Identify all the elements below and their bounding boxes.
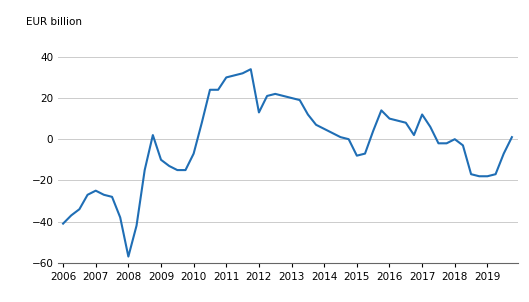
Text: EUR billion: EUR billion xyxy=(26,17,82,27)
